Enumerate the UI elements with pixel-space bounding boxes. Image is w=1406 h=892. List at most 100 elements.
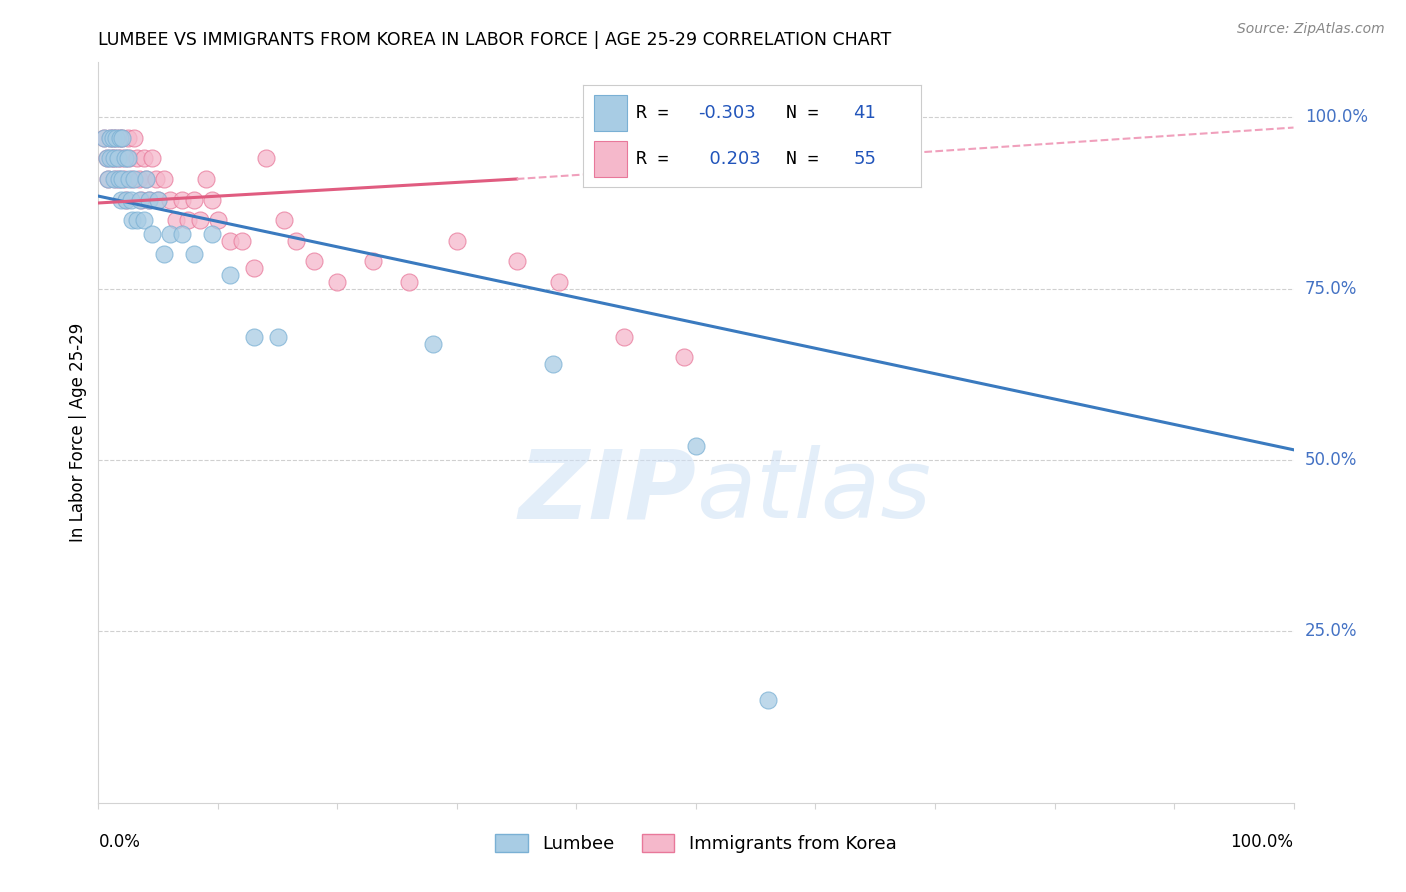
Point: [96, 152, 118, 166]
Text: 100.0%: 100.0%: [1230, 833, 1294, 851]
Point: [195, 172, 218, 186]
Text: N =: N =: [786, 150, 818, 168]
Point: [107, 152, 129, 166]
Point: [326, 275, 349, 289]
Text: 0.0%: 0.0%: [98, 833, 141, 851]
Point: [131, 193, 153, 207]
Point: [110, 193, 132, 207]
Point: [118, 172, 141, 186]
Point: [128, 172, 150, 186]
Point: [284, 234, 307, 248]
Point: [422, 336, 444, 351]
Point: [111, 131, 134, 145]
Point: [177, 213, 200, 227]
Point: [100, 152, 122, 166]
Point: [398, 275, 420, 289]
Point: [363, 254, 385, 268]
Point: [121, 172, 143, 186]
Point: [613, 329, 636, 343]
Point: [110, 152, 132, 166]
Point: [145, 172, 167, 186]
Point: [135, 172, 157, 186]
Point: [97, 172, 120, 186]
Point: [254, 152, 277, 166]
Point: [267, 329, 290, 343]
Point: [101, 131, 124, 145]
Point: [124, 172, 146, 186]
Point: [125, 213, 148, 227]
Point: [111, 172, 134, 186]
Bar: [593, 141, 627, 177]
Point: [219, 234, 242, 248]
Point: [125, 152, 148, 166]
Point: [98, 131, 122, 145]
Point: [103, 152, 125, 166]
Point: [148, 193, 170, 207]
Point: [547, 275, 569, 289]
Point: [107, 172, 129, 186]
Point: [108, 131, 131, 145]
Point: [141, 152, 163, 166]
Point: [243, 329, 266, 343]
Point: [756, 693, 779, 707]
Point: [219, 268, 242, 282]
Point: [159, 227, 181, 241]
Point: [104, 172, 127, 186]
Point: [107, 152, 129, 166]
Point: [103, 152, 125, 166]
Text: 100.0%: 100.0%: [1305, 108, 1368, 127]
Point: [183, 193, 205, 207]
Point: [132, 213, 155, 227]
Text: atlas: atlas: [696, 445, 931, 539]
Point: [201, 227, 224, 241]
Point: [138, 193, 160, 207]
Text: N =: N =: [786, 104, 818, 122]
Point: [506, 254, 529, 268]
Text: R =: R =: [636, 104, 668, 122]
Point: [201, 193, 224, 207]
Point: [132, 152, 155, 166]
Legend: Lumbee, Immigrants from Korea: Lumbee, Immigrants from Korea: [488, 827, 904, 861]
Point: [135, 172, 157, 186]
Point: [115, 193, 138, 207]
Y-axis label: In Labor Force | Age 25-29: In Labor Force | Age 25-29: [69, 323, 87, 542]
Point: [124, 131, 146, 145]
Point: [96, 152, 118, 166]
Text: R =: R =: [636, 150, 668, 168]
Point: [114, 152, 136, 166]
Point: [148, 193, 170, 207]
Point: [541, 357, 564, 371]
Point: [159, 193, 181, 207]
Text: 50.0%: 50.0%: [1305, 451, 1357, 469]
Point: [273, 213, 295, 227]
Point: [105, 131, 128, 145]
Point: [231, 234, 253, 248]
Point: [117, 152, 139, 166]
Text: -0.303: -0.303: [699, 104, 756, 122]
Text: 55: 55: [853, 150, 876, 168]
Bar: [593, 95, 627, 131]
Text: Source: ZipAtlas.com: Source: ZipAtlas.com: [1237, 22, 1385, 37]
Point: [98, 152, 122, 166]
Point: [97, 172, 120, 186]
Point: [93, 131, 115, 145]
Point: [111, 131, 134, 145]
Point: [101, 131, 124, 145]
Point: [188, 213, 211, 227]
Point: [118, 152, 141, 166]
Point: [98, 131, 122, 145]
Point: [165, 213, 187, 227]
Point: [302, 254, 325, 268]
Point: [153, 172, 176, 186]
Text: 75.0%: 75.0%: [1305, 280, 1357, 298]
Point: [93, 131, 115, 145]
Point: [117, 131, 139, 145]
Text: ZIP: ZIP: [517, 445, 696, 539]
Point: [153, 247, 176, 261]
Point: [673, 350, 696, 364]
Point: [103, 172, 125, 186]
Point: [107, 172, 129, 186]
Point: [115, 193, 138, 207]
Point: [172, 193, 194, 207]
Point: [172, 227, 194, 241]
